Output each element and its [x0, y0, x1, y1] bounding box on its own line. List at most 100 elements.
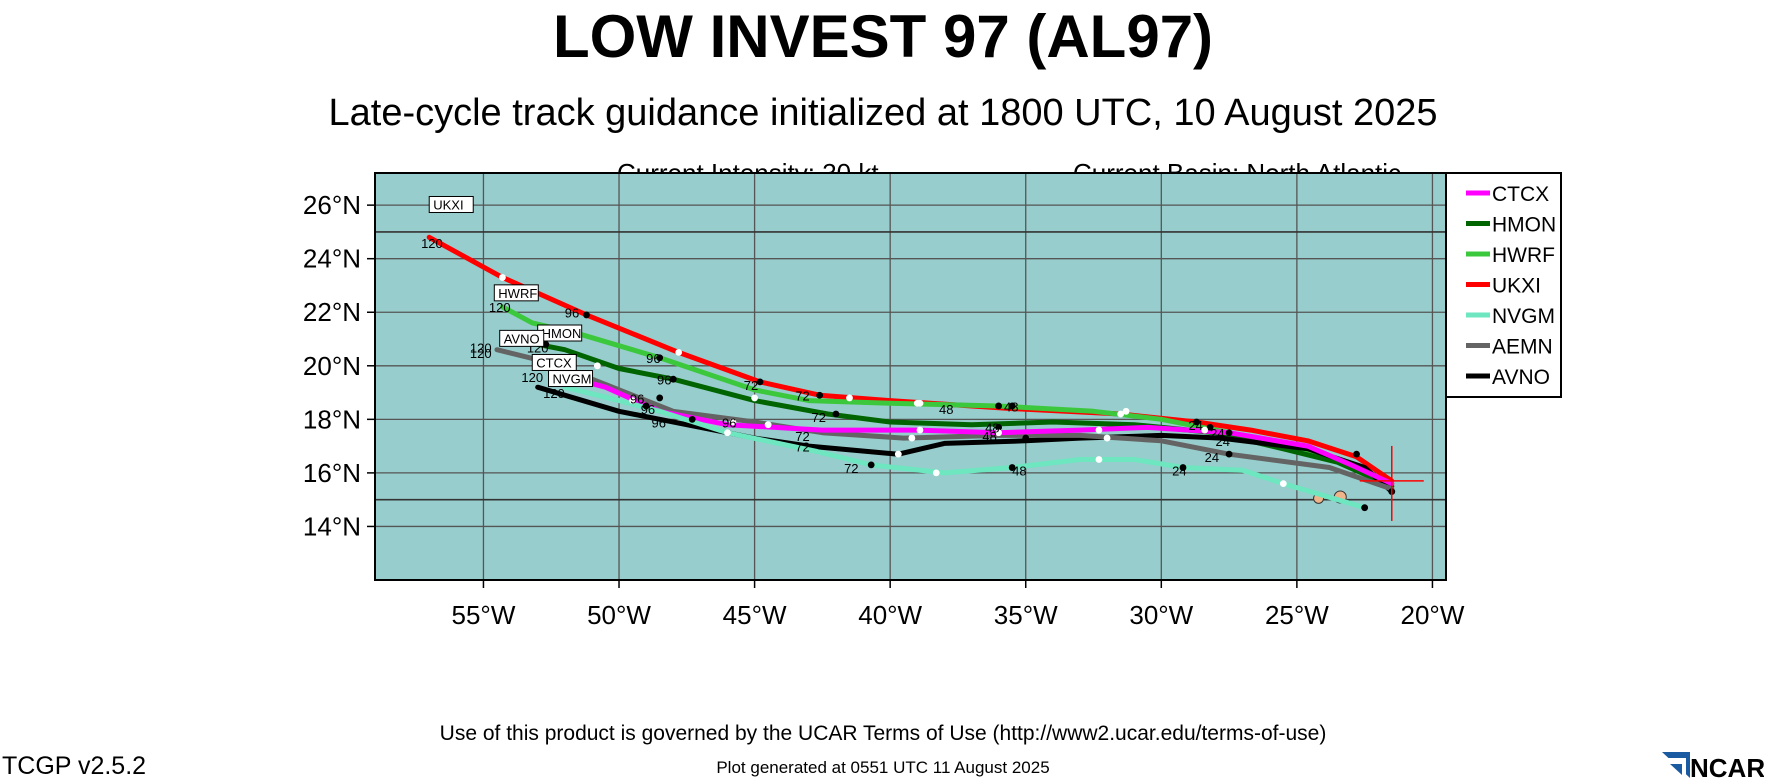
lon-tick-label: 50°W: [587, 600, 651, 630]
forecast-point: [729, 418, 737, 426]
forecast-point: [932, 469, 940, 477]
plot-generated-time: Plot generated at 0551 UTC 11 August 202…: [716, 758, 1050, 777]
legend-label-hwrf: HWRF: [1492, 244, 1555, 267]
forecast-point: [656, 354, 664, 362]
lon-tick-label: 55°W: [452, 600, 516, 630]
forecast-hour-label: 120: [489, 300, 511, 315]
forecast-point: [1095, 426, 1103, 434]
forecast-point: [832, 410, 840, 418]
legend-label-hmon: HMON: [1492, 214, 1556, 237]
forecast-point: [642, 402, 650, 410]
forecast-point: [764, 421, 772, 429]
lon-tick-label: 20°W: [1401, 600, 1465, 630]
forecast-hour-label: 24: [1216, 434, 1230, 449]
forecast-point: [1008, 464, 1016, 471]
forecast-hour-label: 24: [1188, 418, 1202, 433]
forecast-point: [751, 394, 758, 402]
forecast-hour-label: 96: [565, 306, 579, 321]
model-tag-label: HMON: [542, 326, 582, 341]
forecast-point: [669, 375, 677, 383]
chart-subtitle: Late-cycle track guidance initialized at…: [328, 92, 1438, 134]
forecast-point: [1008, 402, 1016, 410]
forecast-hour-label: 24: [1205, 450, 1219, 465]
forecast-point: [916, 399, 924, 407]
forecast-point: [1095, 456, 1103, 463]
lat-tick-label: 26°N: [303, 190, 361, 220]
forecast-point: [908, 434, 916, 442]
forecast-hour-label: 48: [939, 402, 953, 417]
forecast-point: [1103, 434, 1111, 442]
legend-label-ctcx: CTCX: [1492, 183, 1549, 206]
forecast-hour-label: 72: [795, 389, 809, 404]
forecast-point: [995, 429, 1003, 437]
forecast-point: [995, 402, 1003, 410]
legend-label-ukxi: UKXI: [1492, 275, 1541, 298]
lat-tick-label: 24°N: [303, 244, 361, 274]
forecast-point: [583, 311, 590, 319]
model-tag-box: [428, 195, 474, 213]
forecast-point: [1193, 418, 1200, 426]
forecast-point: [629, 397, 636, 404]
terms-of-use: Use of this product is governed by the U…: [439, 722, 1327, 745]
forecast-point: [499, 274, 506, 281]
lon-tick-label: 30°W: [1129, 600, 1193, 630]
model-tag-label: AVNO: [504, 331, 540, 346]
model-tag-box: [548, 370, 594, 388]
forecast-point: [1206, 423, 1214, 431]
forecast-hour-label: 96: [646, 351, 660, 366]
forecast-hour-label: 96: [722, 415, 736, 430]
forecast-hour-label: 24: [1210, 426, 1224, 441]
lat-tick-label: 14°N: [303, 511, 361, 541]
forecast-point: [916, 426, 924, 434]
logo-text: NCAR: [1690, 753, 1764, 780]
model-tag-label: UKXI: [433, 197, 463, 212]
forecast-hour-label: 96: [657, 373, 671, 388]
forecast-point: [756, 378, 764, 386]
legend: CTCX HMON HWRF UKXI NVGM AEMN AVNO: [1445, 172, 1562, 398]
forecast-hour-label: 72: [795, 439, 809, 454]
forecast-hour-label: 48: [1004, 399, 1018, 414]
forecast-hour-label: 120: [470, 340, 492, 355]
forecast-point: [846, 394, 853, 402]
lon-tick-label: 40°W: [858, 600, 922, 630]
model-tag-box: [499, 329, 545, 347]
forecast-hour-label: 120: [521, 370, 543, 385]
forecast-point: [1361, 504, 1369, 512]
forecast-point: [867, 461, 875, 469]
forecast-hour-label: 96: [641, 402, 655, 417]
forecast-point: [1179, 464, 1187, 471]
version-label: TCGP v2.5.2: [2, 752, 147, 780]
forecast-hour-label: 72: [744, 378, 758, 393]
chart-title: LOW INVEST 97 (AL97): [552, 3, 1214, 70]
track-nvgm: [562, 384, 1368, 511]
model-tag-label: NVGM: [553, 372, 592, 387]
track-avno: [535, 384, 1395, 495]
forecast-hour-label: 24: [1172, 464, 1186, 479]
forecast-hour-label: 96: [652, 415, 666, 430]
forecast-point: [1122, 407, 1130, 415]
forecast-point: [1279, 480, 1287, 488]
lat-tick-label: 20°N: [303, 351, 361, 381]
legend-box: [1445, 172, 1562, 398]
legend-label-avno: AVNO: [1492, 366, 1550, 389]
forecast-point: [593, 362, 601, 370]
forecast-hour-label: 120: [470, 346, 492, 361]
lon-tick-label: 25°W: [1265, 600, 1329, 630]
legend-label-nvgm: NVGM: [1492, 305, 1555, 328]
lat-tick-label: 16°N: [303, 458, 361, 488]
forecast-hour-label: 72: [812, 410, 826, 425]
forecast-point: [1225, 429, 1233, 437]
model-tag-label: CTCX: [536, 355, 572, 370]
forecast-hour-label: 120: [543, 386, 565, 401]
lat-tick-label: 22°N: [303, 297, 361, 327]
forecast-hour-label: 72: [795, 429, 809, 444]
forecast-point: [656, 394, 664, 402]
forecast-hour-label: 72: [844, 461, 858, 476]
forecast-hour-label: 120: [421, 236, 443, 251]
model-tag-label: HWRF: [498, 286, 537, 301]
forecast-point: [1225, 450, 1233, 458]
forecast-hour-label: 48: [1012, 464, 1026, 479]
legend-label-aemn: AEMN: [1492, 336, 1553, 359]
lat-tick-label: 18°N: [303, 404, 361, 434]
